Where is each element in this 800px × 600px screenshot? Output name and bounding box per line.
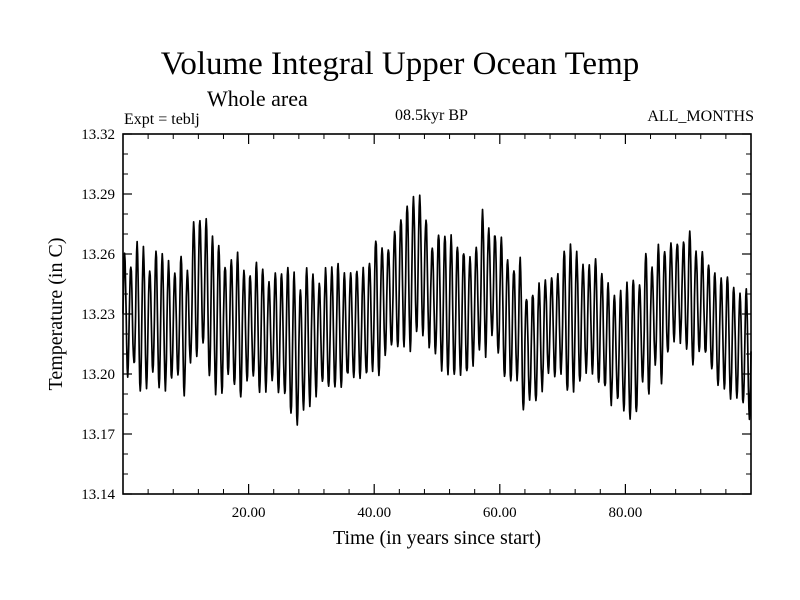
experiment-label: Expt = teblj xyxy=(124,111,200,128)
y-tick-label: 13.29 xyxy=(81,187,115,203)
chart-subtitle: Whole area xyxy=(207,86,308,111)
x-tick-label: 20.00 xyxy=(232,505,266,521)
y-tick-label: 13.32 xyxy=(81,127,115,143)
y-tick-label: 13.26 xyxy=(81,247,115,263)
y-tick-label: 13.23 xyxy=(81,307,115,323)
y-tick-label: 13.14 xyxy=(81,487,115,503)
x-tick-label: 80.00 xyxy=(609,505,643,521)
x-axis-label: Time (in years since start) xyxy=(333,527,541,549)
x-tick-label: 60.00 xyxy=(483,505,517,521)
y-axis-label: Temperature (in C) xyxy=(45,238,67,391)
period-label: 08.5kyr BP xyxy=(395,107,468,124)
months-label: ALL_MONTHS xyxy=(647,108,754,125)
x-tick-label: 40.00 xyxy=(357,505,391,521)
series-line-temperature xyxy=(122,194,752,426)
chart-title: Volume Integral Upper Ocean Temp xyxy=(160,46,640,82)
y-tick-label: 13.17 xyxy=(81,427,115,443)
y-tick-label: 13.20 xyxy=(81,367,115,383)
